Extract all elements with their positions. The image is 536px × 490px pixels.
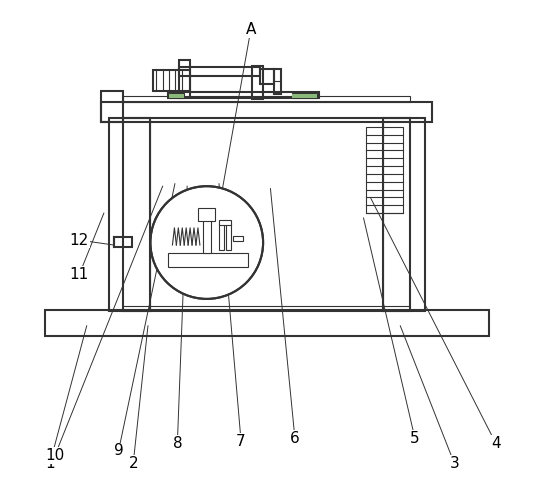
Bar [203, 218, 211, 253]
Text: 11: 11 [70, 267, 89, 282]
Bar [114, 237, 132, 247]
Text: 12: 12 [70, 233, 89, 247]
Bar [109, 118, 151, 311]
Bar [168, 253, 248, 267]
Bar [219, 220, 231, 225]
Bar [274, 69, 281, 94]
Bar [383, 118, 425, 311]
Bar [179, 67, 259, 76]
Bar [101, 102, 432, 122]
Bar [123, 118, 410, 311]
Bar [153, 70, 190, 91]
Bar [45, 310, 488, 336]
Bar [168, 92, 319, 98]
Text: 7: 7 [236, 434, 246, 448]
Text: 10: 10 [45, 448, 64, 463]
Text: 9: 9 [114, 443, 123, 458]
Text: 8: 8 [173, 436, 182, 451]
Text: 5: 5 [410, 431, 420, 446]
Bar [219, 223, 224, 250]
Bar [366, 127, 403, 213]
Bar [179, 60, 190, 98]
Text: 1: 1 [45, 456, 55, 470]
Bar [123, 96, 410, 102]
Text: 4: 4 [491, 436, 501, 451]
Text: 3: 3 [449, 456, 459, 470]
Circle shape [151, 186, 263, 299]
Bar [252, 66, 263, 99]
Text: 6: 6 [290, 431, 300, 446]
Bar [168, 94, 184, 98]
Bar [226, 223, 231, 250]
Bar [168, 93, 184, 98]
Bar [259, 69, 274, 84]
Bar [101, 91, 123, 122]
Bar [233, 236, 242, 241]
Text: A: A [245, 22, 256, 37]
Bar [292, 94, 317, 98]
Text: 2: 2 [129, 456, 138, 470]
Bar [292, 93, 317, 98]
Bar [198, 208, 215, 221]
